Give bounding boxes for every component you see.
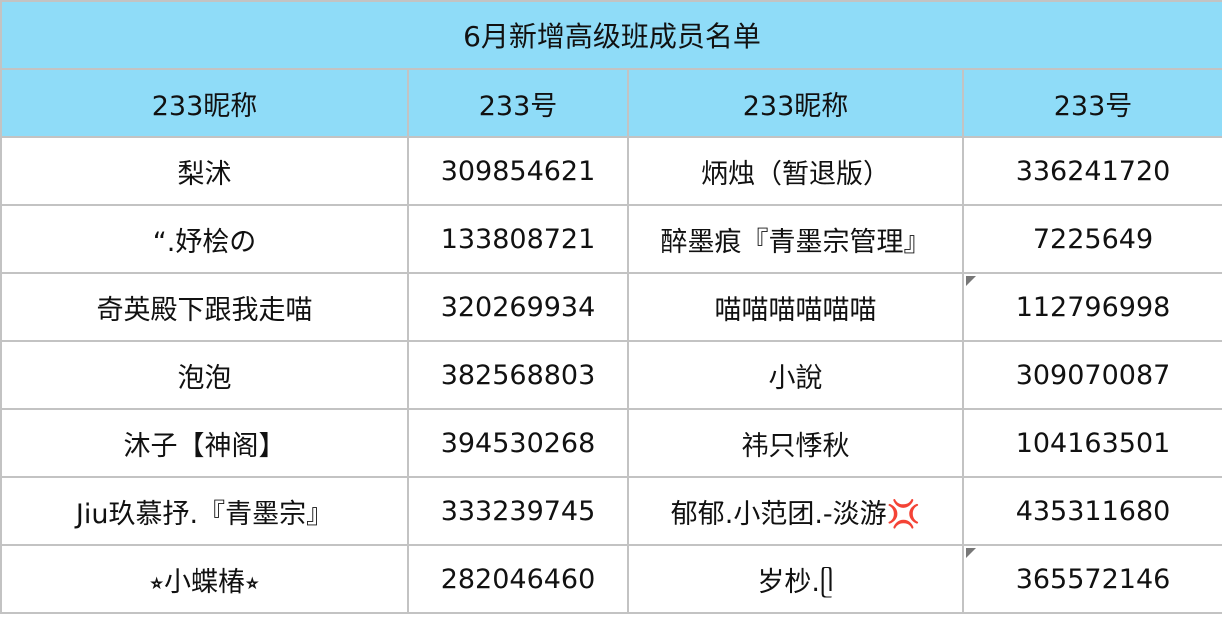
- nickname-cell[interactable]: 醉墨痕『青墨宗管理』: [627, 204, 964, 274]
- cell-text: 醉墨痕『青墨宗管理』: [660, 226, 931, 258]
- comment-indicator-icon[interactable]: [966, 276, 976, 286]
- cell-text: 112796998: [1015, 291, 1171, 323]
- cell-text: ⭒小蝶椿⭒: [149, 566, 260, 598]
- cell-text: “.妤桧の: [152, 226, 257, 258]
- header-id-1[interactable]: 233号: [407, 68, 629, 138]
- id-cell[interactable]: 112796998: [961, 272, 1222, 342]
- member-table: 6月新增高级班成员名单 233昵称 233号 233昵称 233号 梨沭 3098…: [0, 0, 1222, 614]
- cell-text: 7225649: [1032, 223, 1154, 255]
- nickname-cell[interactable]: 祎只悸秋: [627, 408, 964, 478]
- cell-text: 郁郁.小范团.-淡游💢: [670, 498, 921, 530]
- nickname-cell[interactable]: 岁杪.ᥫ: [627, 544, 964, 614]
- cell-text: 336241720: [1015, 155, 1171, 187]
- id-cell[interactable]: 320269934: [407, 272, 629, 342]
- cell-text: 309070087: [1015, 359, 1171, 391]
- cell-text: 喵喵喵喵喵喵: [714, 294, 877, 326]
- header-id-2[interactable]: 233号: [961, 68, 1222, 138]
- nickname-cell[interactable]: 喵喵喵喵喵喵: [627, 272, 964, 342]
- cell-text: 炳烛（暂退版）: [701, 158, 890, 190]
- cell-text: Jiu玖慕抒.『青墨宗』: [75, 498, 334, 530]
- cell-text: 382568803: [440, 359, 596, 391]
- id-cell[interactable]: 309070087: [961, 340, 1222, 410]
- title-row: 6月新增高级班成员名单: [0, 0, 1222, 70]
- cell-text: 奇英殿下跟我走喵: [96, 294, 313, 326]
- cell-text: 沐子【神阁】: [123, 430, 286, 462]
- cell-text: 岁杪.ᥫ: [757, 566, 834, 598]
- id-cell[interactable]: 333239745: [407, 476, 629, 546]
- cell-text: 309854621: [440, 155, 596, 187]
- nickname-cell[interactable]: ⭒小蝶椿⭒: [0, 544, 409, 614]
- id-cell[interactable]: 104163501: [961, 408, 1222, 478]
- table-row: 奇英殿下跟我走喵 320269934 喵喵喵喵喵喵 112796998: [0, 272, 1222, 342]
- cell-text: 小說: [768, 362, 823, 394]
- nickname-cell[interactable]: 郁郁.小范团.-淡游💢: [627, 476, 964, 546]
- cell-text: 泡泡: [177, 362, 232, 394]
- nickname-cell[interactable]: 奇英殿下跟我走喵: [0, 272, 409, 342]
- id-cell[interactable]: 133808721: [407, 204, 629, 274]
- cell-text: 333239745: [440, 495, 596, 527]
- id-cell[interactable]: 365572146: [961, 544, 1222, 614]
- nickname-cell[interactable]: Jiu玖慕抒.『青墨宗』: [0, 476, 409, 546]
- header-nickname-2[interactable]: 233昵称: [627, 68, 964, 138]
- cell-text: 365572146: [1015, 563, 1171, 595]
- header-nickname-1[interactable]: 233昵称: [0, 68, 409, 138]
- nickname-cell[interactable]: 泡泡: [0, 340, 409, 410]
- nickname-cell[interactable]: 炳烛（暂退版）: [627, 136, 964, 206]
- cell-text: 282046460: [440, 563, 596, 595]
- cell-text: 394530268: [440, 427, 596, 459]
- id-cell[interactable]: 309854621: [407, 136, 629, 206]
- table-row: “.妤桧の 133808721 醉墨痕『青墨宗管理』 7225649: [0, 204, 1222, 274]
- id-cell[interactable]: 382568803: [407, 340, 629, 410]
- comment-indicator-icon[interactable]: [966, 548, 976, 558]
- cell-text: 祎只悸秋: [741, 430, 850, 462]
- id-cell[interactable]: 336241720: [961, 136, 1222, 206]
- table-title[interactable]: 6月新增高级班成员名单: [0, 0, 1222, 70]
- id-cell[interactable]: 394530268: [407, 408, 629, 478]
- id-cell[interactable]: 282046460: [407, 544, 629, 614]
- nickname-cell[interactable]: “.妤桧の: [0, 204, 409, 274]
- table-row: Jiu玖慕抒.『青墨宗』 333239745 郁郁.小范团.-淡游💢 43531168…: [0, 476, 1222, 546]
- nickname-cell[interactable]: 小說: [627, 340, 964, 410]
- id-cell[interactable]: 435311680: [961, 476, 1222, 546]
- cell-text: 104163501: [1015, 427, 1171, 459]
- table-row: 泡泡 382568803 小說 309070087: [0, 340, 1222, 410]
- table-row: ⭒小蝶椿⭒ 282046460 岁杪.ᥫ 365572146: [0, 544, 1222, 614]
- header-row: 233昵称 233号 233昵称 233号: [0, 68, 1222, 138]
- table-row: 梨沭 309854621 炳烛（暂退版） 336241720: [0, 136, 1222, 206]
- nickname-cell[interactable]: 沐子【神阁】: [0, 408, 409, 478]
- id-cell[interactable]: 7225649: [961, 204, 1222, 274]
- cell-text: 梨沭: [177, 158, 232, 190]
- cell-text: 435311680: [1015, 495, 1171, 527]
- cell-text: 133808721: [440, 223, 596, 255]
- table-row: 沐子【神阁】 394530268 祎只悸秋 104163501: [0, 408, 1222, 478]
- cell-text: 320269934: [440, 291, 596, 323]
- nickname-cell[interactable]: 梨沭: [0, 136, 409, 206]
